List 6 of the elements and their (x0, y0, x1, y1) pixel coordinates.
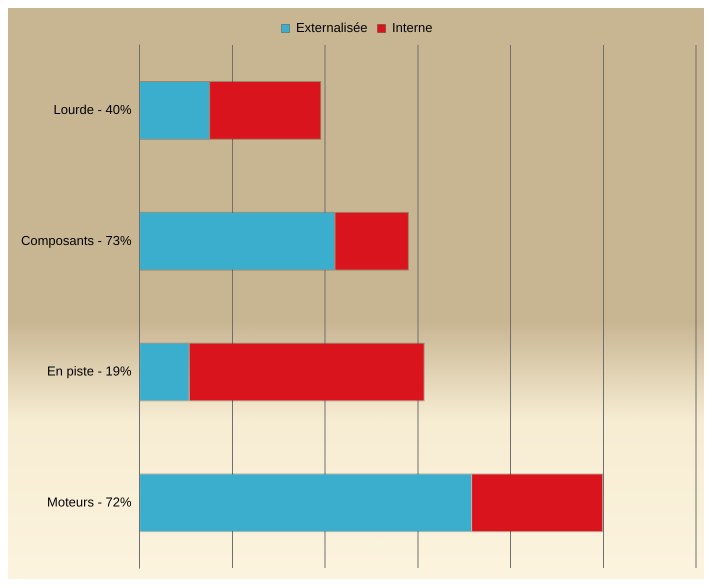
y-tick-label: Lourde - 40% (53, 102, 132, 117)
y-tick-label: Composants - 73% (20, 232, 132, 248)
y-tick-label: Moteurs - 72% (47, 494, 132, 510)
y-tick-label: En piste - 19% (47, 364, 132, 379)
legend-label: Interne (392, 20, 433, 36)
legend-label: Externalisée (296, 20, 368, 36)
